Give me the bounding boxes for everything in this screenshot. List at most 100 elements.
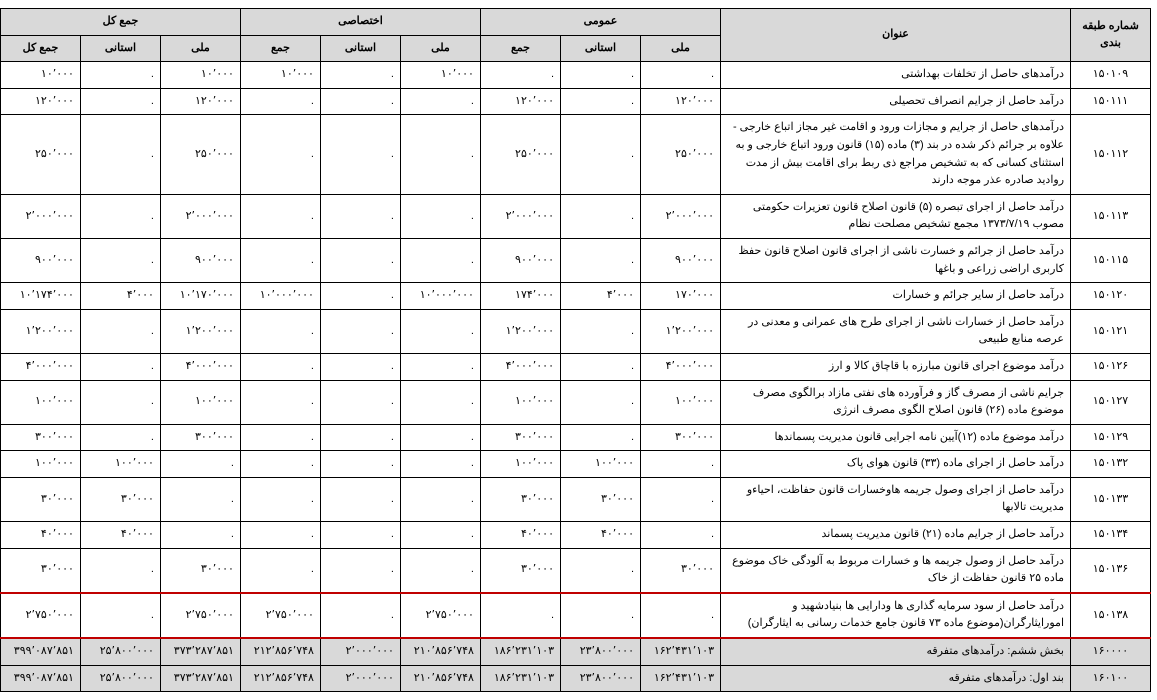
- cell-sn: .: [398, 309, 478, 353]
- table-row: ۱۵۰۱۰۹درآمدهای حاصل از تخلفات بهداشتی...…: [0, 62, 1149, 89]
- col-tot-grand: جمع کل: [0, 35, 78, 62]
- cell-tt: ۱۰۰٬۰۰۰: [0, 380, 78, 424]
- table-row: ۱۵۰۱۳۳درآمد حاصل از اجرای وصول جریمه هاو…: [0, 477, 1149, 521]
- title: درآمدهای حاصل از تخلفات بهداشتی: [719, 62, 1069, 89]
- cell-tp: .: [78, 88, 158, 115]
- cell-gp: ۱۰۰٬۰۰۰: [559, 451, 639, 478]
- cell-ss: ۱۰٬۰۰۰٬۰۰۰: [238, 283, 318, 310]
- title: درآمد حاصل از اجرای ماده (۳۳) قانون هوای…: [719, 451, 1069, 478]
- cell-tn: .: [158, 451, 238, 478]
- cell-sn: .: [398, 522, 478, 549]
- cell-tp: .: [78, 548, 158, 593]
- cell-ss: ۲۱۲٬۸۵۶٬۷۴۸: [238, 638, 318, 665]
- cell-tn: ۴٬۰۰۰٬۰۰۰: [158, 353, 238, 380]
- table-row: ۱۵۰۱۱۲درآمدهای حاصل از جرایم و مجازات ور…: [0, 115, 1149, 194]
- cell-ss: .: [238, 309, 318, 353]
- cell-gs: ۴۰٬۰۰۰: [478, 522, 558, 549]
- cell-tn: ۳۷۳٬۲۸۷٬۸۵۱: [158, 638, 238, 665]
- cell-tt: ۳۹۹٬۰۸۷٬۸۵۱: [0, 638, 78, 665]
- cell-sp: ۲٬۰۰۰٬۰۰۰: [318, 665, 398, 692]
- title: درآمد حاصل از سود سرمایه گذاری ها ودارای…: [719, 593, 1069, 638]
- code: ۱۶۰۰۰۰: [1069, 638, 1149, 665]
- table-row: ۱۵۰۱۲۶درآمد موضوع اجرای قانون مبارزه با …: [0, 353, 1149, 380]
- cell-sp: .: [318, 593, 398, 638]
- cell-tp: ۲۵٬۸۰۰٬۰۰۰: [78, 665, 158, 692]
- cell-tn: ۱۰۰٬۰۰۰: [158, 380, 238, 424]
- title: درآمد حاصل از جرایم انصراف تحصیلی: [719, 88, 1069, 115]
- cell-gn: ۱۰۰٬۰۰۰: [639, 380, 719, 424]
- cell-sp: .: [318, 548, 398, 593]
- cell-sn: .: [398, 88, 478, 115]
- cell-gs: ۱۸۶٬۲۳۱٬۱۰۳: [478, 665, 558, 692]
- cell-tn: ۲۵۰٬۰۰۰: [158, 115, 238, 194]
- cell-ss: .: [238, 424, 318, 451]
- cell-gn: .: [639, 477, 719, 521]
- colgroup-special: اختصاصی: [238, 9, 478, 36]
- col-gen-sum: جمع: [478, 35, 558, 62]
- col-spc-sum: جمع: [238, 35, 318, 62]
- title: جرایم ناشی از مصرف گاز و فرآورده های نفت…: [719, 380, 1069, 424]
- cell-gp: ۲۳٬۸۰۰٬۰۰۰: [559, 638, 639, 665]
- cell-sp: .: [318, 62, 398, 89]
- col-title: عنوان: [719, 9, 1069, 62]
- cell-tn: ۳۷۳٬۲۸۷٬۸۵۱: [158, 665, 238, 692]
- cell-ss: .: [238, 194, 318, 238]
- cell-gs: ۱۸۶٬۲۳۱٬۱۰۳: [478, 638, 558, 665]
- cell-sn: ۲۱۰٬۸۵۶٬۷۴۸: [398, 638, 478, 665]
- code: ۱۵۰۱۲۰: [1069, 283, 1149, 310]
- cell-gn: ۹۰۰٬۰۰۰: [639, 238, 719, 282]
- cell-tp: ۱۰۰٬۰۰۰: [78, 451, 158, 478]
- cell-gs: ۱٬۲۰۰٬۰۰۰: [478, 309, 558, 353]
- cell-tp: .: [78, 424, 158, 451]
- title: درآمد حاصل از سایر جرائم و خسارات: [719, 283, 1069, 310]
- col-gen-national: ملی: [639, 35, 719, 62]
- table-row: ۱۵۰۱۳۶درآمد حاصل از وصول جریمه ها و خسار…: [0, 548, 1149, 593]
- cell-tp: .: [78, 62, 158, 89]
- cell-tp: .: [78, 353, 158, 380]
- cell-sn: .: [398, 115, 478, 194]
- cell-ss: .: [238, 115, 318, 194]
- cell-tp: ۴۰٬۰۰۰: [78, 522, 158, 549]
- cell-gs: ۲۵۰٬۰۰۰: [478, 115, 558, 194]
- table-row: ۱۶۰۱۰۰بند اول: درآمدهای متفرقه۱۶۲٬۴۳۱٬۱۰…: [0, 665, 1149, 692]
- table-row: ۱۵۰۱۳۴درآمد حاصل از جرایم ماده (۲۱) قانو…: [0, 522, 1149, 549]
- cell-sp: .: [318, 522, 398, 549]
- title: درآمد حاصل از اجرای وصول جریمه هاوخسارات…: [719, 477, 1069, 521]
- cell-ss: .: [238, 380, 318, 424]
- cell-tt: ۴۰٬۰۰۰: [0, 522, 78, 549]
- col-gen-provincial: استانی: [559, 35, 639, 62]
- budget-table: شماره طبقه بندی عنوان عمومی اختصاصی جمع …: [0, 8, 1149, 692]
- cell-gp: .: [559, 548, 639, 593]
- cell-gn: ۳۰٬۰۰۰: [639, 548, 719, 593]
- cell-ss: ۲٬۷۵۰٬۰۰۰: [238, 593, 318, 638]
- cell-gs: ۱۰۰٬۰۰۰: [478, 451, 558, 478]
- cell-tn: ۲٬۰۰۰٬۰۰۰: [158, 194, 238, 238]
- cell-tn: ۳۰٬۰۰۰: [158, 548, 238, 593]
- code: ۱۵۰۱۲۹: [1069, 424, 1149, 451]
- cell-sp: .: [318, 309, 398, 353]
- cell-sn: .: [398, 238, 478, 282]
- code: ۱۵۰۱۳۸: [1069, 593, 1149, 638]
- cell-gp: .: [559, 194, 639, 238]
- cell-tp: ۴٬۰۰۰: [78, 283, 158, 310]
- cell-sn: ۲۱۰٬۸۵۶٬۷۴۸: [398, 665, 478, 692]
- table-row: ۱۵۰۱۳۲درآمد حاصل از اجرای ماده (۳۳) قانو…: [0, 451, 1149, 478]
- code: ۱۵۰۱۲۷: [1069, 380, 1149, 424]
- table-row: ۱۵۰۱۱۵درآمد حاصل از جرائم و خسارت ناشی ا…: [0, 238, 1149, 282]
- cell-sp: .: [318, 238, 398, 282]
- cell-sp: .: [318, 380, 398, 424]
- cell-tp: .: [78, 194, 158, 238]
- title: درآمد حاصل از جرائم و خسارت ناشی از اجرا…: [719, 238, 1069, 282]
- table-row: ۱۵۰۱۲۹درآمد موضوع ماده (۱۲)آیین نامه اجر…: [0, 424, 1149, 451]
- cell-gn: ۱٬۲۰۰٬۰۰۰: [639, 309, 719, 353]
- cell-tn: ۹۰۰٬۰۰۰: [158, 238, 238, 282]
- cell-tn: ۱٬۲۰۰٬۰۰۰: [158, 309, 238, 353]
- cell-tt: ۹۰۰٬۰۰۰: [0, 238, 78, 282]
- code: ۱۵۰۱۱۵: [1069, 238, 1149, 282]
- title: درآمد حاصل از وصول جریمه ها و خسارات مرب…: [719, 548, 1069, 593]
- cell-tp: ۳۰٬۰۰۰: [78, 477, 158, 521]
- table-row: ۱۵۰۱۳۸درآمد حاصل از سود سرمایه گذاری ها …: [0, 593, 1149, 638]
- cell-ss: ۱۰٬۰۰۰: [238, 62, 318, 89]
- code: ۱۵۰۱۱۳: [1069, 194, 1149, 238]
- cell-sn: .: [398, 194, 478, 238]
